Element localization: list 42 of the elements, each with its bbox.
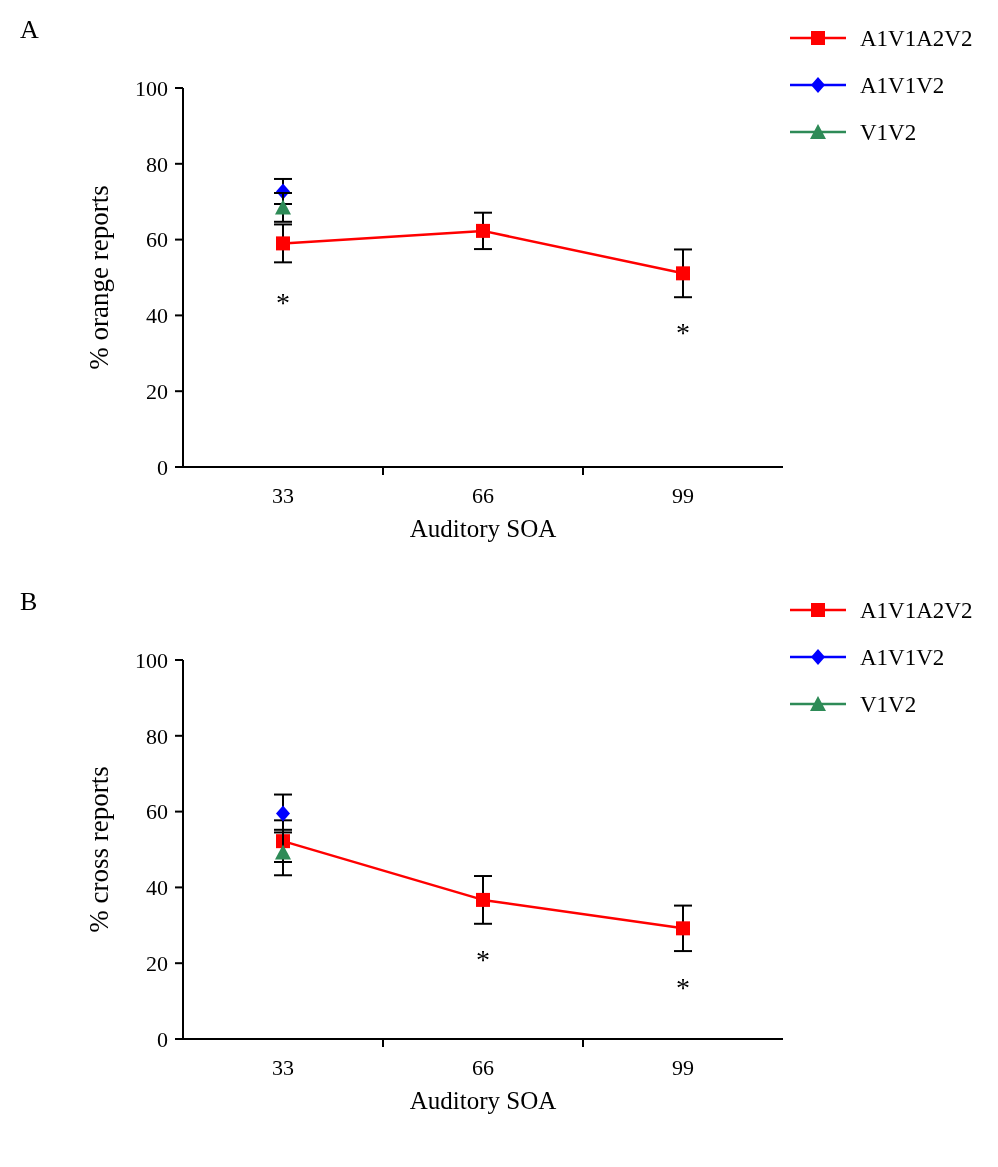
- chart-title: B: [20, 587, 38, 616]
- legend-label: V1V2: [860, 120, 917, 146]
- point: [676, 921, 690, 936]
- annotation: *: [276, 287, 290, 319]
- y-tick-label: 20: [146, 950, 168, 976]
- point: [276, 236, 290, 251]
- y-tick-label: 80: [146, 723, 168, 749]
- x-axis-title: Auditory SOA: [409, 1087, 557, 1114]
- legend-label: A1V1V2: [860, 73, 945, 99]
- x-tick-label: 33: [272, 1055, 294, 1080]
- x-tick-label: 99: [672, 1055, 694, 1080]
- point: [476, 223, 490, 238]
- chart-title: A: [20, 15, 39, 44]
- x-tick-label: 33: [272, 483, 294, 508]
- x-tick-label: 66: [472, 1055, 494, 1080]
- legend-label: A1V1A2V2: [860, 26, 973, 52]
- point: [275, 199, 291, 215]
- y-tick-label: 100: [135, 75, 168, 101]
- legend-label: A1V1V2: [860, 645, 945, 671]
- y-tick-label: 80: [146, 151, 168, 177]
- annotation: *: [676, 317, 690, 349]
- point: [275, 844, 291, 860]
- y-axis-title: % cross reports: [84, 766, 114, 933]
- y-tick-label: 100: [135, 647, 168, 673]
- point: [276, 805, 290, 822]
- y-axis-title: % orange reports: [84, 185, 114, 370]
- annotation: *: [676, 972, 690, 1004]
- legend-label: V1V2: [860, 692, 917, 718]
- x-axis-title: Auditory SOA: [409, 515, 557, 542]
- y-tick-label: 40: [146, 303, 168, 329]
- y-tick-label: 0: [157, 454, 168, 480]
- annotation: *: [476, 943, 490, 975]
- x-tick-label: 99: [672, 483, 694, 508]
- legend-label: A1V1A2V2: [860, 598, 973, 624]
- y-tick-label: 60: [146, 799, 168, 825]
- y-tick-label: 60: [146, 227, 168, 253]
- y-tick-label: 20: [146, 378, 168, 404]
- y-tick-label: 0: [157, 1026, 168, 1052]
- y-tick-label: 40: [146, 875, 168, 901]
- point: [476, 892, 490, 907]
- point: [676, 266, 690, 281]
- x-tick-label: 66: [472, 483, 494, 508]
